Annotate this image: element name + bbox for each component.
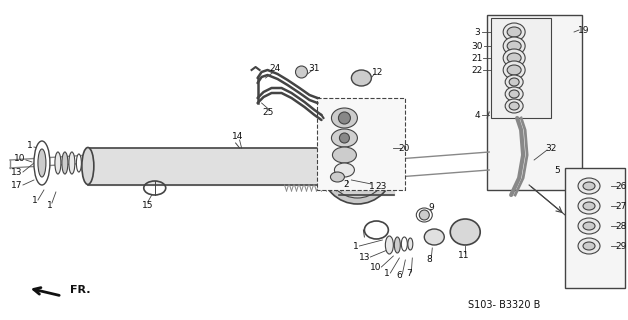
Text: 23: 23 [376, 181, 387, 190]
Ellipse shape [394, 237, 400, 253]
Ellipse shape [578, 178, 600, 194]
Text: 9: 9 [428, 203, 434, 212]
Bar [318, 98, 405, 190]
Ellipse shape [583, 222, 595, 230]
Text: 10: 10 [14, 154, 26, 163]
Text: 21: 21 [472, 53, 483, 62]
Ellipse shape [578, 238, 600, 254]
Ellipse shape [507, 27, 521, 37]
Ellipse shape [322, 132, 393, 204]
Text: 30: 30 [472, 42, 483, 51]
Ellipse shape [416, 208, 432, 222]
Ellipse shape [38, 149, 46, 177]
Ellipse shape [503, 37, 525, 55]
Text: 17: 17 [11, 180, 23, 189]
Text: 14: 14 [232, 132, 243, 140]
Ellipse shape [503, 49, 525, 67]
Ellipse shape [332, 108, 357, 128]
Text: 22: 22 [472, 66, 483, 75]
Ellipse shape [77, 154, 82, 172]
Text: 1: 1 [27, 140, 33, 149]
Ellipse shape [507, 53, 521, 63]
Text: 15: 15 [142, 201, 153, 210]
Ellipse shape [408, 238, 413, 250]
Text: 8: 8 [426, 255, 432, 265]
Text: 28: 28 [615, 221, 627, 230]
Ellipse shape [327, 138, 387, 198]
Text: 6: 6 [396, 271, 402, 281]
Ellipse shape [352, 70, 371, 86]
Ellipse shape [55, 152, 61, 174]
Circle shape [340, 133, 349, 143]
Ellipse shape [401, 237, 408, 251]
Ellipse shape [420, 210, 430, 220]
Text: 12: 12 [372, 68, 383, 76]
Text: 3: 3 [474, 28, 480, 36]
Text: 5: 5 [554, 165, 560, 174]
Ellipse shape [62, 152, 68, 174]
Ellipse shape [82, 148, 94, 185]
Ellipse shape [330, 172, 344, 182]
Text: S103- B3320 B: S103- B3320 B [468, 300, 540, 310]
Text: 1: 1 [369, 181, 374, 190]
Text: 1: 1 [352, 242, 359, 251]
Text: 13: 13 [11, 167, 23, 177]
FancyBboxPatch shape [487, 15, 582, 190]
Ellipse shape [507, 41, 521, 51]
Text: 7: 7 [406, 269, 412, 278]
Ellipse shape [578, 218, 600, 234]
Ellipse shape [578, 198, 600, 214]
Text: 32: 32 [545, 143, 557, 153]
Ellipse shape [450, 219, 480, 245]
Text: 27: 27 [615, 202, 627, 211]
Ellipse shape [505, 75, 523, 89]
Bar [491, 18, 551, 118]
Text: 20: 20 [399, 143, 410, 153]
Ellipse shape [507, 65, 521, 75]
Ellipse shape [583, 202, 595, 210]
Ellipse shape [509, 102, 519, 110]
Ellipse shape [583, 242, 595, 250]
Ellipse shape [335, 163, 354, 177]
Ellipse shape [69, 152, 75, 174]
Text: FR.: FR. [70, 285, 90, 295]
Text: 1: 1 [384, 269, 389, 278]
Ellipse shape [332, 129, 357, 147]
FancyBboxPatch shape [565, 168, 625, 288]
Text: 24: 24 [269, 63, 280, 73]
Text: 2: 2 [344, 180, 349, 188]
Text: 19: 19 [578, 26, 590, 35]
Ellipse shape [34, 141, 50, 185]
Ellipse shape [503, 61, 525, 79]
Ellipse shape [505, 87, 523, 101]
Ellipse shape [386, 236, 393, 254]
Ellipse shape [509, 90, 519, 98]
Text: 1: 1 [47, 201, 53, 210]
Text: 25: 25 [262, 108, 273, 116]
Ellipse shape [503, 23, 525, 41]
Circle shape [296, 66, 308, 78]
Ellipse shape [509, 78, 519, 86]
Ellipse shape [505, 99, 523, 113]
Text: 13: 13 [359, 253, 370, 262]
Text: 11: 11 [457, 251, 469, 260]
Ellipse shape [425, 229, 444, 245]
Text: 29: 29 [615, 242, 627, 251]
Text: 1: 1 [32, 196, 38, 204]
Text: 31: 31 [309, 63, 320, 73]
Circle shape [338, 112, 350, 124]
Ellipse shape [332, 147, 357, 163]
Ellipse shape [583, 182, 595, 190]
Text: 26: 26 [615, 181, 627, 190]
Text: 10: 10 [370, 263, 381, 273]
Text: 4: 4 [474, 110, 480, 119]
